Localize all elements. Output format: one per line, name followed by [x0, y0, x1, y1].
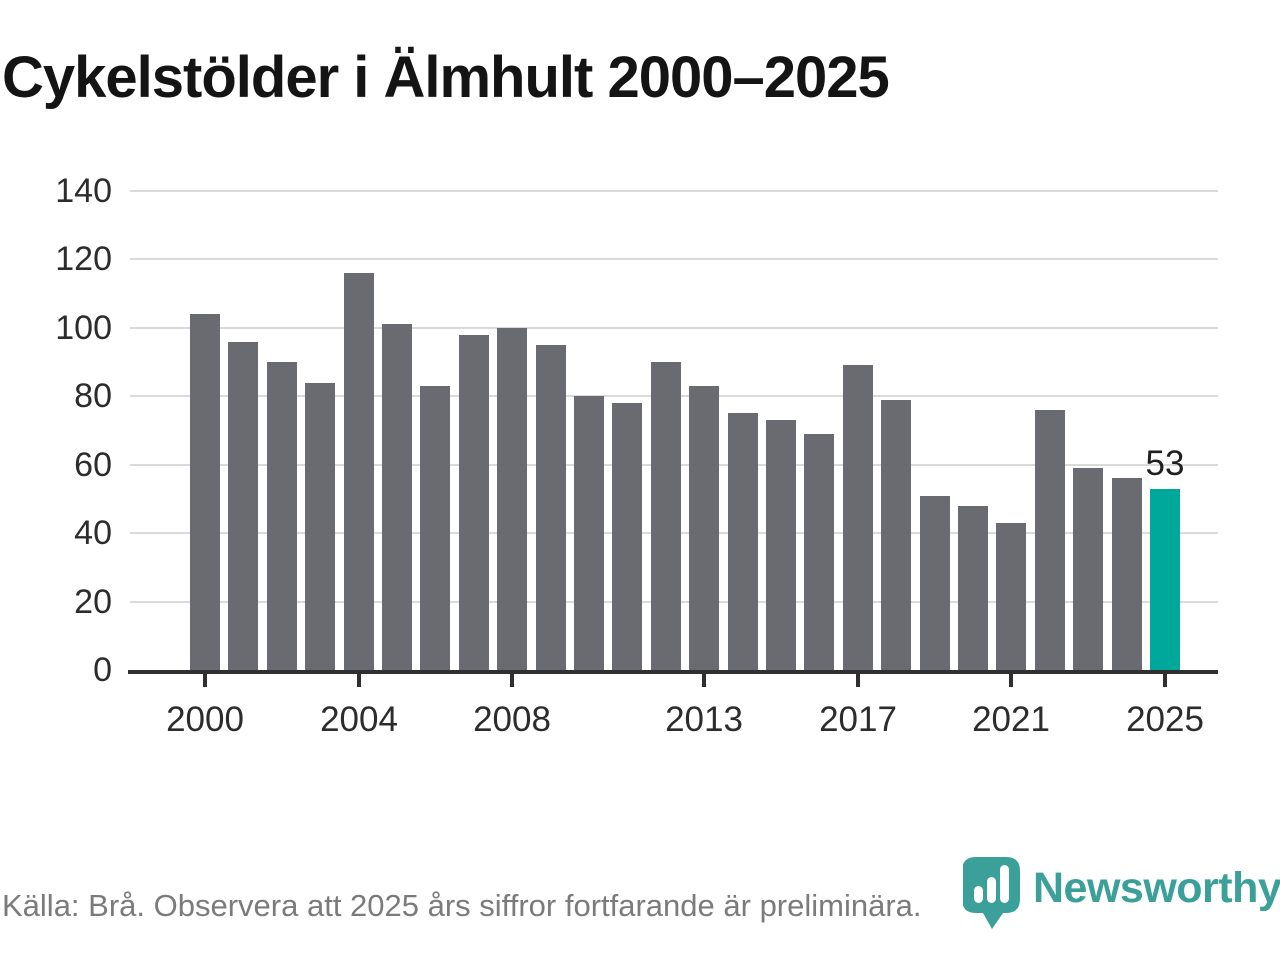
y-axis-tick-label-40: 40	[74, 514, 112, 552]
plot-area	[130, 190, 1218, 670]
y-axis-tick-label-0: 0	[93, 651, 112, 689]
bar-2024	[1112, 478, 1142, 670]
gridline-100	[130, 327, 1218, 329]
bar-2012	[651, 362, 681, 670]
bar-2013	[689, 386, 719, 670]
y-axis-tick-label-100: 100	[55, 309, 112, 347]
x-axis-label-2025: 2025	[1126, 700, 1204, 739]
bar-2002	[267, 362, 297, 670]
bar-2009	[536, 345, 566, 670]
bar-2011	[612, 403, 642, 670]
x-axis-tick-2021	[1009, 670, 1013, 687]
bar-value-label: 53	[1145, 444, 1185, 483]
bar-2025	[1150, 489, 1180, 670]
bar-2015	[766, 420, 796, 670]
x-axis-label-2008: 2008	[473, 700, 551, 739]
x-axis-tick-2008	[510, 670, 514, 687]
x-axis-tick-2025	[1163, 670, 1167, 687]
y-axis-tick-label-140: 140	[55, 172, 112, 210]
bar-2018	[881, 400, 911, 670]
x-axis-tick-2017	[856, 670, 860, 687]
x-axis-label-2013: 2013	[665, 700, 743, 739]
y-axis-tick-label-20: 20	[74, 583, 112, 621]
gridline-120	[130, 258, 1218, 260]
bar-2004	[344, 273, 374, 670]
x-axis-tick-2000	[203, 670, 207, 687]
bar-2020	[958, 506, 988, 670]
source-note: Källa: Brå. Observera att 2025 års siffr…	[2, 888, 922, 923]
bar-2007	[459, 335, 489, 670]
gridline-140	[130, 190, 1218, 192]
bar-2017	[843, 365, 873, 670]
x-axis-line	[128, 670, 1218, 674]
bar-2014	[728, 413, 758, 670]
bar-2006	[420, 386, 450, 670]
bar-2010	[574, 396, 604, 670]
x-axis-label-2021: 2021	[972, 700, 1050, 739]
y-axis-tick-label-120: 120	[55, 240, 112, 278]
bar-2003	[305, 383, 335, 670]
bar-2001	[228, 342, 258, 670]
bar-2008	[497, 328, 527, 670]
x-axis-label-2004: 2004	[320, 700, 398, 739]
bar-2019	[920, 496, 950, 670]
bar-2022	[1035, 410, 1065, 670]
bar-2016	[804, 434, 834, 670]
x-axis-label-2000: 2000	[166, 700, 244, 739]
x-axis-tick-2004	[357, 670, 361, 687]
bar-2021	[996, 523, 1026, 670]
bar-2005	[382, 324, 412, 670]
newsworthy-logo-icon	[962, 856, 1023, 935]
newsworthy-logo: Newsworthy	[962, 856, 1280, 935]
y-axis-tick-label-60: 60	[74, 446, 112, 484]
newsworthy-logo-text: Newsworthy	[1033, 864, 1280, 912]
x-axis-label-2017: 2017	[819, 700, 897, 739]
y-axis-tick-label-80: 80	[74, 377, 112, 415]
x-axis-tick-2013	[702, 670, 706, 687]
chart-title: Cykelstölder i Älmhult 2000–2025	[2, 45, 890, 110]
bar-2000	[190, 314, 220, 670]
bar-2023	[1073, 468, 1103, 670]
